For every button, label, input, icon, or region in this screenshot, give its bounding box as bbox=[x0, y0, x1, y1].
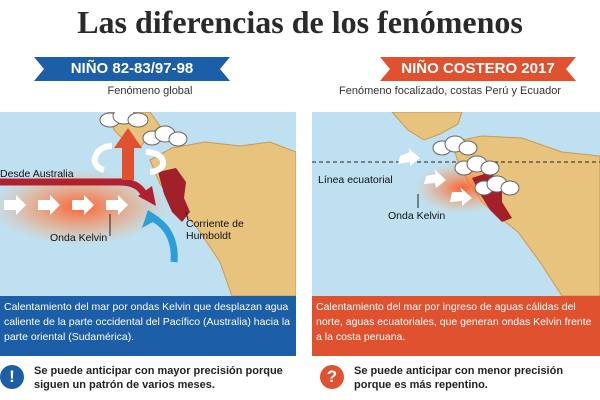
right-banner-label: NIÑO COSTERO 2017 bbox=[401, 60, 555, 77]
right-note-text: Se puede anticipar con menor precisión p… bbox=[354, 365, 564, 391]
label-linea-ecuatorial: Línea ecuatorial bbox=[318, 174, 393, 186]
right-subtitle: Fenómeno focalizado, costas Perú y Ecuad… bbox=[339, 85, 561, 97]
left-banner: NIÑO 82-83/97-98 bbox=[34, 57, 230, 81]
exclamation-icon: ! bbox=[0, 365, 24, 389]
right-map: Línea ecuatorial Onda Kelvin bbox=[312, 112, 600, 296]
kelvin-wave-arrows bbox=[4, 195, 128, 215]
right-banner-ribbon bbox=[380, 57, 576, 81]
left-description: Calentamiento del mar por ondas Kelvin q… bbox=[0, 296, 296, 356]
left-map: Desde Australia Onda Kelvin Corriente de… bbox=[0, 112, 296, 296]
kelvin-wave-arrows bbox=[398, 148, 472, 206]
left-note-text: Se puede anticipar con mayor precisión p… bbox=[34, 365, 283, 391]
peru-region bbox=[158, 168, 190, 222]
right-description: Calentamiento del mar por ingreso de agu… bbox=[312, 296, 600, 356]
right-note: ? Se puede anticipar con menor precisión… bbox=[320, 362, 600, 400]
left-banner-ribbon bbox=[34, 57, 230, 81]
air-circulation-left bbox=[91, 143, 113, 173]
cloud-icon bbox=[432, 135, 520, 196]
left-subtitle: Fenómeno global bbox=[107, 85, 193, 97]
page-title: Las diferencias de los fenómenos bbox=[77, 4, 523, 40]
cloud-icon bbox=[99, 112, 188, 147]
label-desde-australia: Desde Australia bbox=[0, 168, 74, 180]
right-banner: NIÑO COSTERO 2017 bbox=[380, 57, 576, 81]
question-icon: ? bbox=[320, 365, 344, 389]
label-onda-kelvin-right: Onda Kelvin bbox=[388, 210, 446, 222]
left-note: ! Se puede anticipar con mayor precisión… bbox=[0, 362, 296, 400]
left-map-graphic bbox=[0, 112, 296, 296]
label-onda-kelvin-left: Onda Kelvin bbox=[50, 232, 108, 244]
air-circulation-right bbox=[145, 149, 166, 175]
central-america-land bbox=[391, 112, 463, 141]
left-banner-label: NIÑO 82-83/97-98 bbox=[70, 60, 194, 77]
label-humboldt: Corriente de Humboldt bbox=[186, 218, 244, 242]
upwelling-arrow bbox=[122, 146, 134, 180]
right-map-graphic bbox=[312, 112, 600, 296]
